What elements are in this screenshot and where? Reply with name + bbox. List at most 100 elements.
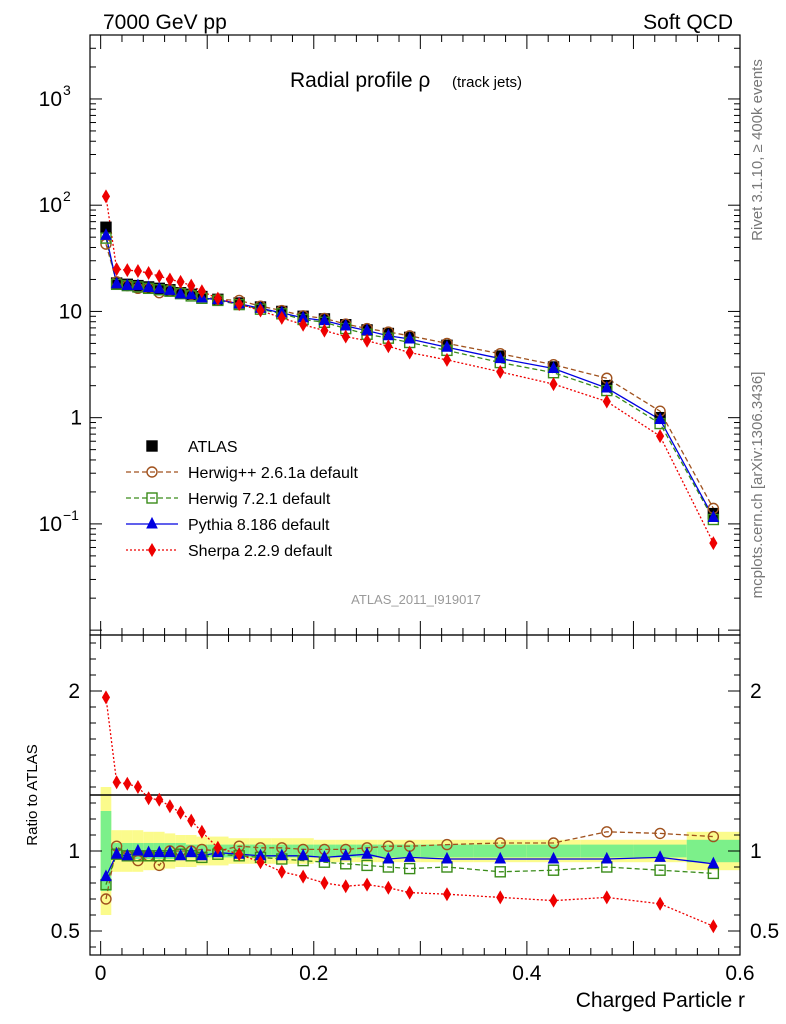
ratio-point-herwig-2-6-1a-default (707, 830, 720, 843)
ratio-point-pythia-8-186-default (100, 869, 112, 882)
ratio-point-herwig-7-2-1-default (547, 864, 560, 876)
ratio-point-sherpa-2-2-9-default (384, 880, 393, 895)
ratio-point-pythia-8-186-default (132, 843, 144, 856)
x-axis-label: Charged Particle r (576, 989, 745, 1012)
legend-marker-herwig-2-6-1a-default (146, 466, 158, 478)
band-inner-bin (100, 811, 112, 891)
point-sherpa-2-2-9-default (112, 262, 121, 277)
y-tick-label-exponent: 3 (63, 82, 71, 98)
ratio-line-herwig-2-6-1a-default (105, 831, 714, 900)
point-sherpa-2-2-9-default (496, 364, 505, 379)
ratio-point-sherpa-2-2-9-default (405, 885, 414, 900)
point-sherpa-2-2-9-default (384, 339, 393, 354)
point-pythia-8-186-default (494, 351, 507, 364)
ratio-point-sherpa-2-2-9-default (256, 855, 265, 870)
point-sherpa-2-2-9-default (101, 189, 111, 204)
band-inner-bin (420, 844, 474, 858)
ratio-point-sherpa-2-2-9-default (144, 791, 153, 806)
ratio-point-sherpa-2-2-9-default (112, 775, 121, 790)
ratio-point-sherpa-2-2-9-default (496, 890, 505, 905)
ratio-point-sherpa-2-2-9-default (213, 840, 222, 855)
ratio-point-pythia-8-186-default (547, 851, 560, 864)
ratio-point-sherpa-2-2-9-default (602, 890, 611, 905)
point-sherpa-2-2-9-default (602, 394, 611, 409)
ratio-point-pythia-8-186-default (153, 845, 166, 858)
band-inner-bin (473, 844, 527, 858)
point-sherpa-2-2-9-default (256, 303, 265, 318)
ratio-series-layer (100, 690, 720, 934)
point-pythia-8-186-default (121, 278, 134, 291)
ratio-y-tick-label-right: 0.5 (750, 920, 779, 943)
point-sherpa-2-2-9-default (155, 269, 164, 284)
ratio-y-tick-label-right: 2 (750, 680, 762, 703)
ratio-point-herwig-2-6-1a-default (441, 838, 453, 851)
ratio-point-pythia-8-186-default (121, 848, 134, 861)
legend-marker-atlas (146, 440, 158, 452)
point-pythia-8-186-default (153, 281, 166, 294)
point-sherpa-2-2-9-default (299, 317, 308, 332)
ratio-point-herwig-2-6-1a-default (654, 827, 666, 840)
ratio-point-pythia-8-186-default (654, 850, 666, 862)
ratio-point-pythia-8-186-default (339, 848, 352, 861)
ratio-point-sherpa-2-2-9-default (320, 876, 329, 890)
point-pythia-8-186-default (164, 283, 176, 295)
legend-marker-herwig-7-2-1-default (146, 492, 158, 504)
ratio-point-sherpa-2-2-9-default (341, 879, 350, 894)
point-sherpa-2-2-9-default (277, 310, 286, 325)
y-tick-label-exponent: −1 (63, 507, 79, 523)
ratio-point-herwig-2-6-1a-default (547, 837, 560, 849)
point-sherpa-2-2-9-default (362, 333, 372, 348)
ratio-point-herwig-2-6-1a-default (494, 837, 506, 849)
category-label: Soft QCD (643, 11, 733, 34)
ratio-point-sherpa-2-2-9-default (123, 776, 132, 791)
point-pythia-8-186-default (110, 276, 123, 289)
ratio-point-pythia-8-186-default (297, 848, 309, 861)
ratio-point-pythia-8-186-default (361, 847, 373, 859)
ratio-point-herwig-7-2-1-default (707, 867, 720, 880)
point-sherpa-2-2-9-default (341, 329, 350, 344)
ratio-point-pythia-8-186-default (600, 851, 613, 864)
ratio-point-pythia-8-186-default (441, 851, 453, 864)
main-series-layer (100, 189, 720, 551)
ratio-point-sherpa-2-2-9-default (176, 805, 185, 820)
legend: ATLAS Herwig++ 2.6.1a default Herwig 7.2.1… (126, 439, 358, 560)
ratio-point-sherpa-2-2-9-default (442, 887, 452, 902)
point-sherpa-2-2-9-default (165, 272, 174, 287)
ratio-point-sherpa-2-2-9-default (277, 864, 286, 879)
chart-subtitle: (track jets) (452, 74, 522, 91)
point-pythia-8-186-default (441, 340, 453, 352)
point-sherpa-2-2-9-default (213, 291, 222, 306)
point-sherpa-2-2-9-default (442, 352, 452, 367)
ratio-point-herwig-7-2-1-default (494, 866, 506, 878)
ratio-point-herwig-7-2-1-default (654, 864, 666, 876)
ratio-point-sherpa-2-2-9-default (101, 690, 111, 705)
x-tick-label: 0.2 (299, 962, 328, 985)
point-sherpa-2-2-9-default (187, 278, 196, 293)
x-tick-label: 0 (95, 962, 107, 985)
ratio-y-axis: 0.5 0.5 1 1 2 2 (51, 642, 779, 948)
ratio-point-sherpa-2-2-9-default (235, 847, 244, 862)
ratio-point-sherpa-2-2-9-default (549, 893, 558, 908)
legend-label-sherpa-2-2-9-default: Sherpa 2.2.9 default (188, 543, 333, 560)
point-pythia-8-186-default (174, 286, 187, 299)
point-sherpa-2-2-9-default (133, 264, 143, 279)
ratio-y-tick-label: 1 (68, 840, 80, 863)
ratio-frame (89, 634, 741, 956)
band-inner-bin (686, 839, 740, 863)
legend-marker-sherpa-2-2-9-default (147, 543, 157, 557)
analysis-label: ATLAS_2011_I919017 (351, 592, 481, 607)
band-inner-bin (580, 844, 634, 858)
point-sherpa-2-2-9-default (709, 536, 718, 551)
ratio-point-sherpa-2-2-9-default (155, 792, 164, 807)
ratio-point-pythia-8-186-default (174, 848, 187, 861)
ratio-point-pythia-8-186-default (382, 851, 395, 864)
legend-marker-pythia-8-186-default (146, 516, 158, 529)
energy-label: 7000 GeV pp (103, 11, 227, 34)
chart-title: Radial profile ρ (290, 69, 430, 92)
point-sherpa-2-2-9-default (235, 297, 244, 312)
ratio-point-pythia-8-186-default (185, 845, 198, 858)
ratio-point-herwig-2-6-1a-default (100, 893, 112, 905)
